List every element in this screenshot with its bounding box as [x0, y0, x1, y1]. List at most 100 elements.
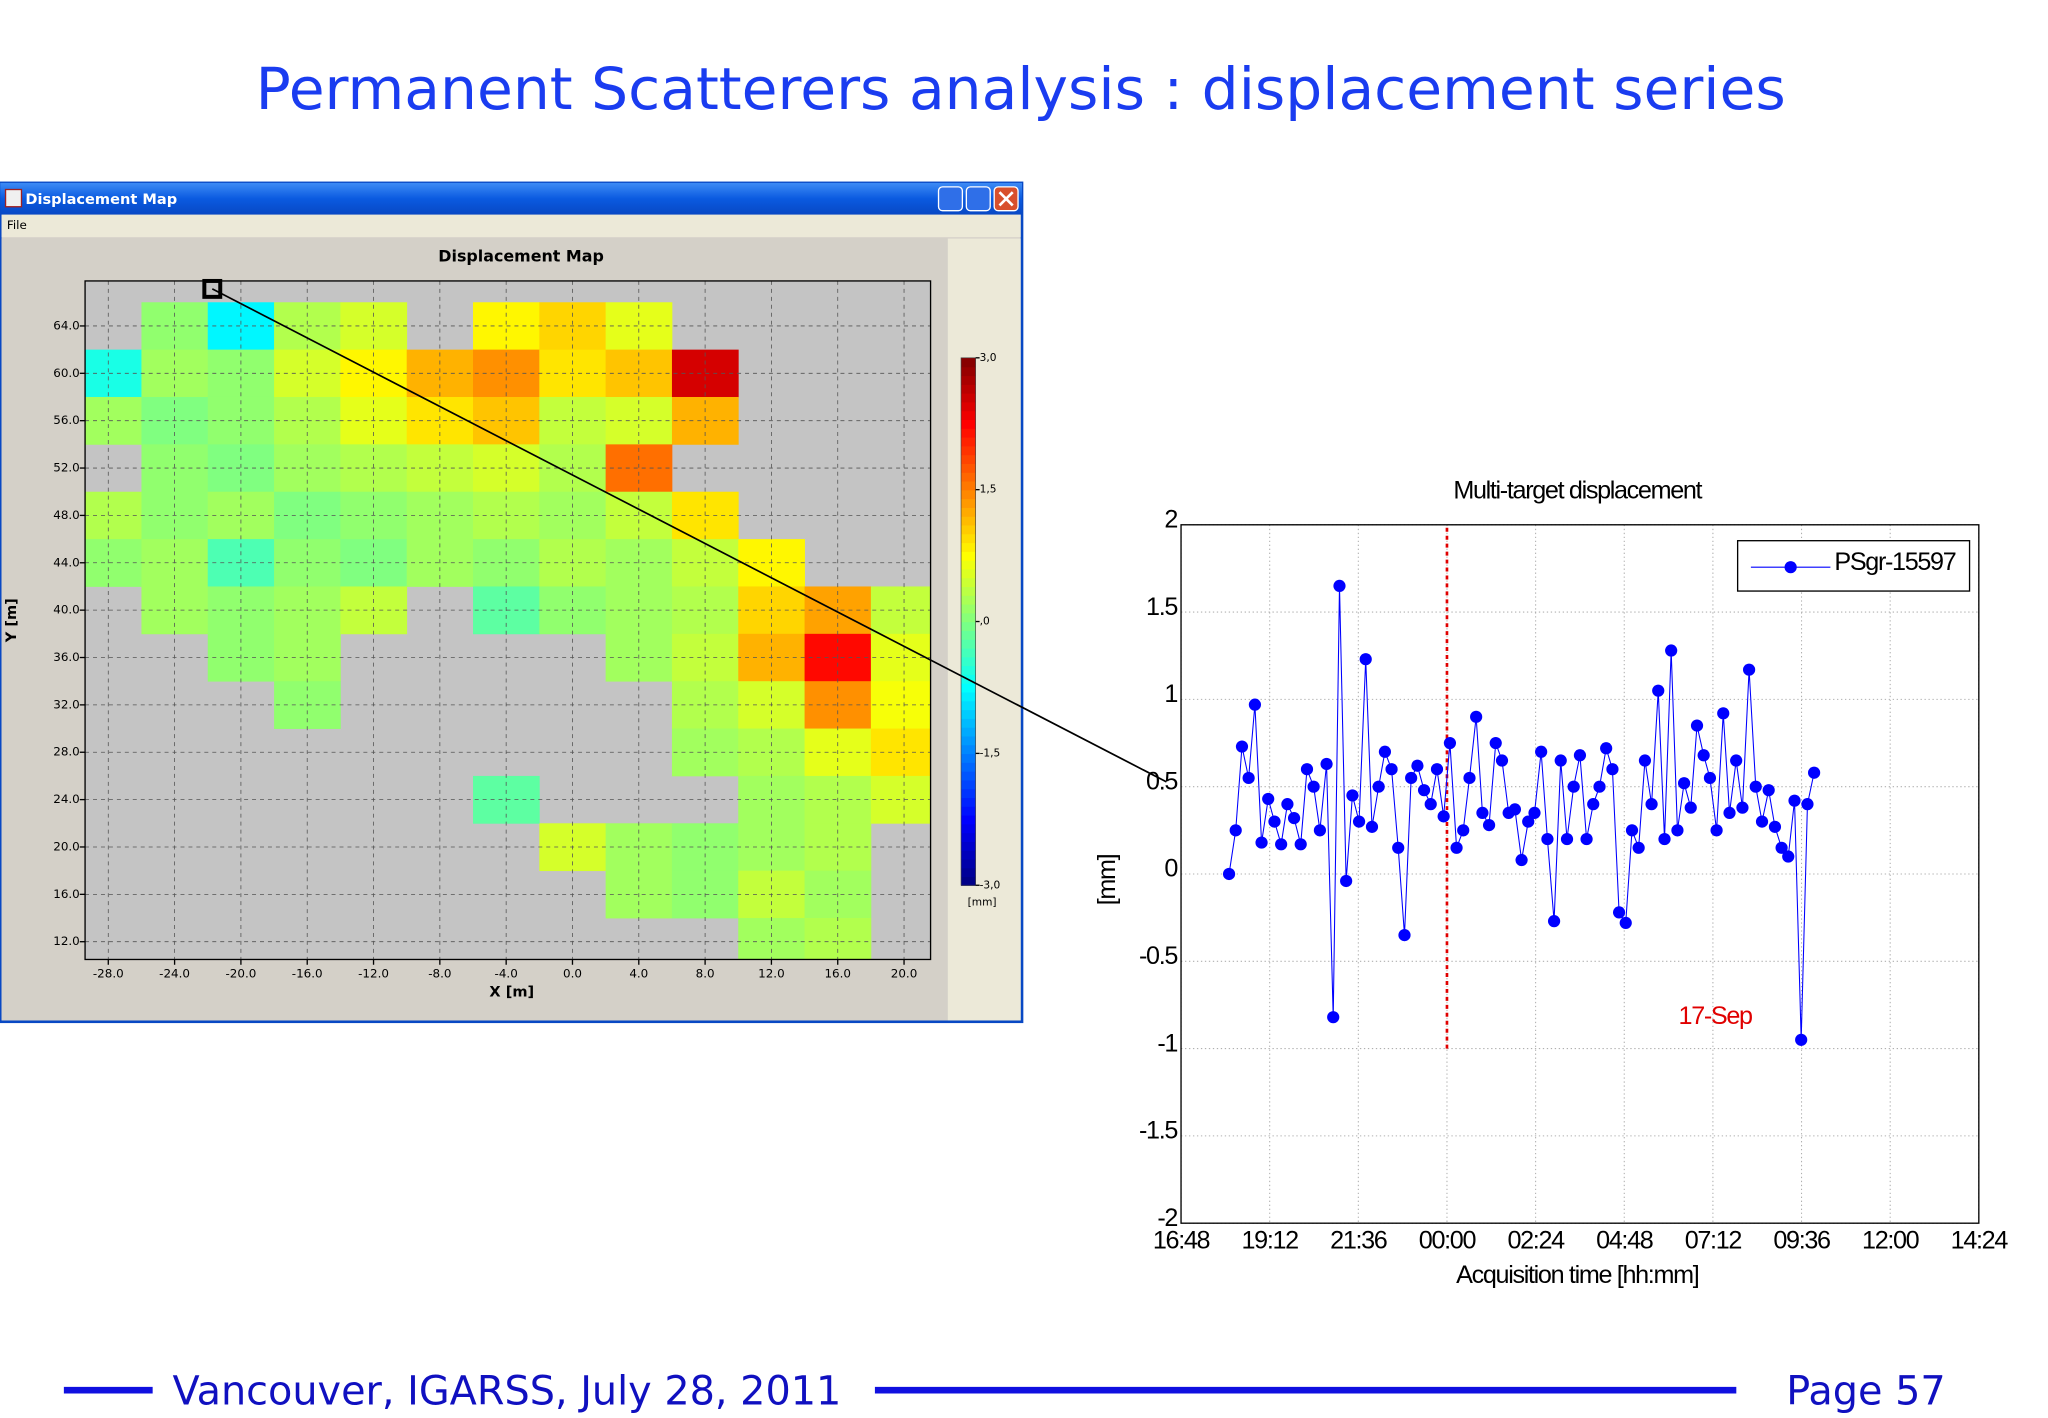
x-tick-label: 16:48: [1153, 1226, 1210, 1254]
colorbar-label: 1,5: [980, 484, 997, 496]
data-point: [1652, 684, 1665, 697]
data-point: [1346, 789, 1359, 802]
data-point: [1541, 832, 1554, 846]
data-point: [1762, 784, 1775, 797]
menu-bar: [1, 214, 1021, 238]
y-tick-label: -1: [1157, 1029, 1177, 1057]
maximize-button[interactable]: [965, 186, 991, 212]
plot-frame: [1180, 524, 1980, 1224]
colorbar-step: [961, 559, 976, 570]
y-axis-label: Y [m]: [3, 598, 20, 643]
colorbar-label: 3,0: [980, 352, 997, 364]
data-point: [1385, 763, 1398, 776]
data-point: [1515, 853, 1528, 867]
menu-file[interactable]: File: [7, 218, 27, 232]
map-cell: [406, 349, 474, 398]
x-tick-label: 19:12: [1242, 1226, 1299, 1254]
data-point: [1457, 824, 1470, 837]
x-tick-label: 02:24: [1507, 1226, 1565, 1254]
y-tick-label: 36.0: [53, 650, 80, 664]
colorbar-step: [961, 507, 976, 517]
colorbar-panel: [947, 238, 1021, 1021]
colorbar-unit: [mm]: [968, 896, 997, 908]
x-tick-label: 16.0: [824, 967, 851, 981]
x-axis-label: Acquisition time [hh:mm]: [1456, 1261, 1699, 1289]
colorbar-step: [961, 603, 976, 614]
data-point: [1229, 824, 1242, 837]
data-point: [1222, 867, 1236, 881]
y-tick-label: 28.0: [53, 745, 80, 759]
colorbar-label: -3,0: [980, 879, 1001, 891]
colorbar-step: [961, 841, 976, 851]
plot-frame: [84, 280, 932, 961]
annotation: 17-Sep: [1679, 1002, 1753, 1030]
colorbar-step: [961, 436, 976, 447]
data-point: [1476, 806, 1489, 819]
x-tick-label: 0.0: [563, 967, 582, 981]
data-point: [1723, 806, 1736, 819]
colorbar-step: [961, 472, 976, 482]
colorbar-step: [961, 401, 976, 412]
x-tick-label: 20.0: [891, 967, 918, 981]
data-point: [1463, 771, 1476, 785]
colorbar-step: [961, 612, 976, 623]
data-point: [1508, 803, 1522, 816]
colorbar-step: [961, 586, 976, 596]
x-tick-label: -4.0: [495, 967, 518, 981]
data-point: [1470, 710, 1483, 723]
data-point: [1775, 841, 1788, 854]
x-tick-label: 8.0: [696, 967, 715, 981]
colorbar-step: [961, 392, 976, 403]
colorbar-step: [961, 727, 976, 737]
y-tick-label: 40.0: [53, 603, 80, 617]
colorbar-step: [961, 454, 976, 464]
colorbar-step: [961, 551, 976, 561]
colorbar-step: [961, 498, 976, 508]
y-tick-label: 52.0: [53, 461, 80, 475]
data-point: [1782, 850, 1795, 863]
colorbar-label: ,0: [980, 616, 990, 628]
colorbar-step: [961, 480, 976, 491]
data-point: [1573, 749, 1587, 762]
colorbar-step: [961, 850, 976, 860]
colorbar-label: -1,5: [980, 747, 1001, 759]
colorbar-step: [961, 357, 976, 368]
y-tick-label: 64.0: [53, 318, 80, 332]
data-point: [1554, 754, 1567, 767]
x-tick-label: 00:00: [1419, 1226, 1477, 1254]
title-bar: [0, 182, 1023, 215]
legend-box: [1736, 540, 1971, 592]
data-point: [1522, 815, 1535, 828]
minimize-button[interactable]: [937, 186, 964, 212]
chart-title: Multi-target displacement: [1453, 476, 1702, 504]
colorbar-step: [961, 428, 976, 438]
window-icon: [4, 188, 23, 208]
data-point: [1560, 832, 1574, 846]
colorbar-step: [961, 876, 976, 886]
data-point: [1437, 810, 1450, 823]
y-tick-label: 2: [1164, 505, 1177, 533]
map-cell: [207, 349, 275, 398]
data-point: [1313, 824, 1327, 837]
data-point: [1405, 771, 1418, 785]
data-point: [1612, 906, 1626, 919]
window-title: Displacement Map: [25, 191, 177, 208]
data-point: [1320, 757, 1333, 771]
data-point: [1671, 824, 1684, 837]
colorbar-step: [961, 595, 976, 605]
colorbar-step: [961, 832, 976, 842]
colorbar-step: [961, 797, 976, 807]
data-point: [1736, 801, 1749, 814]
colorbar-step: [961, 788, 976, 799]
y-tick-label: 12.0: [53, 934, 80, 948]
close-icon: [998, 191, 1014, 207]
colorbar-step: [961, 375, 976, 385]
data-point: [1645, 798, 1658, 811]
data-point: [1697, 749, 1710, 762]
page-number: Page 57: [1786, 1369, 1945, 1415]
data-point: [1392, 841, 1405, 854]
data-point: [1580, 832, 1593, 846]
colorbar-step: [961, 770, 976, 781]
y-tick-label: 44.0: [53, 555, 80, 569]
x-axis-label: X [m]: [489, 984, 534, 1001]
